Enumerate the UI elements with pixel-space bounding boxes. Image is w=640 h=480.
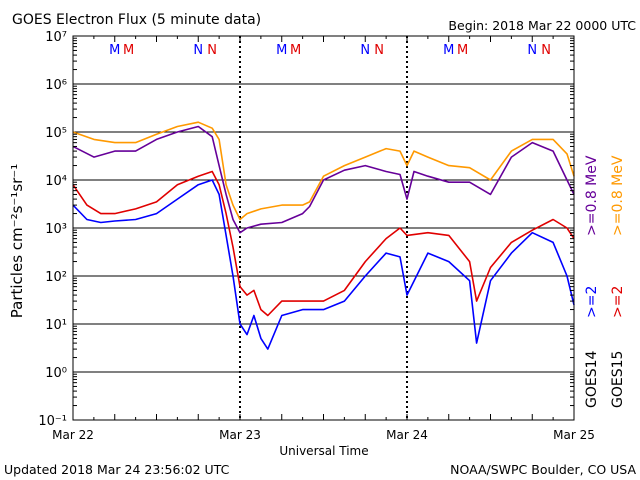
legend-entry: >=2: [610, 286, 626, 318]
y-tick-label: 10⁵: [45, 126, 67, 141]
y-tick-label: 10⁷: [45, 30, 67, 45]
x-tick-label: Mar 23: [219, 428, 261, 442]
y-tick-label: 10⁶: [45, 78, 67, 93]
y-tick-label: 10⁻¹: [38, 414, 67, 429]
series-line: [72, 179, 575, 350]
x-tick-label: Mar 24: [386, 428, 428, 442]
axes: 10⁻¹ 10⁰ 10¹ 10² 10³ 10⁴ 10⁵ 10⁶ 10⁷ Mar 22 Mar 23…: [38, 30, 594, 442]
marker-label: M: [123, 43, 134, 58]
series-line: [72, 125, 575, 234]
data-series: [72, 121, 575, 350]
marker-label: M: [109, 43, 120, 58]
y-tick-label: 10¹: [45, 318, 67, 333]
marker-label: M: [457, 43, 468, 58]
legend-group: GOES14 >=2 >=0.8 MeV: [584, 155, 600, 408]
legend-satellite: GOES15: [610, 351, 626, 408]
legend-satellite: GOES14: [584, 350, 600, 408]
marker-label: N: [527, 43, 537, 58]
begin-time: Begin: 2018 Mar 22 0000 UTC: [448, 18, 636, 33]
y-axis-label: Particles cm⁻²s⁻¹sr⁻¹: [8, 164, 26, 318]
x-tick-label: Mar 25: [553, 428, 595, 442]
updated-time: Updated 2018 Mar 24 23:56:02 UTC: [4, 462, 230, 477]
y-tick-label: 10⁰: [45, 366, 67, 381]
marker-label: M: [276, 43, 287, 58]
marker-label: N: [193, 43, 203, 58]
legend-entry: >=2: [584, 286, 600, 318]
grid: [73, 36, 574, 420]
marker-label: N: [207, 43, 217, 58]
marker-label: N: [374, 43, 384, 58]
series-line: [72, 170, 575, 317]
plot-frame: [72, 35, 575, 421]
y-tick-label: 10³: [45, 222, 67, 237]
marker-label: M: [443, 43, 454, 58]
legend-entry: >=0.8 MeV: [584, 155, 600, 236]
marker-label: M: [290, 43, 301, 58]
y-tick-label: 10⁴: [45, 174, 67, 189]
credit: NOAA/SWPC Boulder, CO USA: [450, 462, 636, 477]
marker-label: N: [541, 43, 551, 58]
legend: GOES14 >=2 >=0.8 MeV GOES15 >=2 >=0.8 MeV: [584, 155, 626, 408]
marker-label: N: [360, 43, 370, 58]
legend-group: GOES15 >=2 >=0.8 MeV: [610, 155, 626, 408]
series-line: [72, 121, 575, 221]
y-tick-label: 10²: [45, 270, 67, 285]
x-axis-label: Universal Time: [279, 444, 368, 458]
x-tick-label: Mar 22: [52, 428, 94, 442]
legend-entry: >=0.8 MeV: [610, 155, 626, 236]
chart-title: GOES Electron Flux (5 minute data): [12, 12, 261, 28]
